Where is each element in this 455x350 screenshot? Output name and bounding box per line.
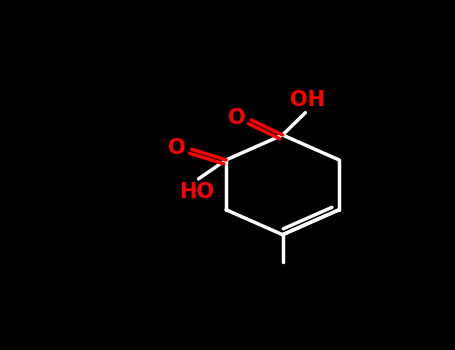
Text: O: O [228, 108, 245, 128]
Text: OH: OH [290, 90, 324, 110]
Text: O: O [168, 138, 186, 158]
Text: HO: HO [179, 182, 214, 202]
